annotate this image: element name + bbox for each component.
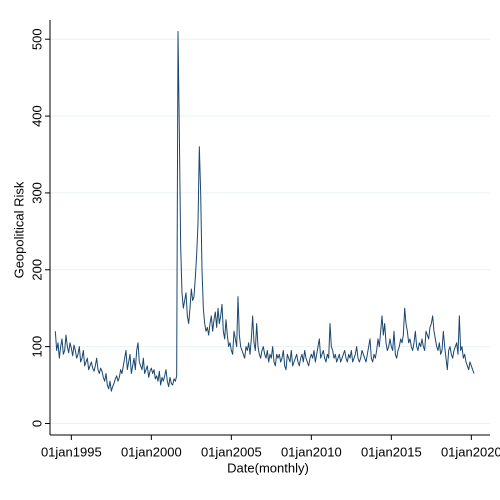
x-tick-label: 01jan2000 [121, 444, 182, 459]
x-tick-label: 01jan2015 [361, 444, 422, 459]
y-tick-label: 200 [29, 259, 44, 281]
y-axis-label: Geopolitical Risk [11, 181, 26, 278]
x-tick-label: 01jan1995 [41, 444, 102, 459]
x-axis-label: Date(monthly) [227, 460, 309, 475]
y-tick-label: 300 [29, 182, 44, 204]
data-line [54, 31, 475, 392]
y-tick-label: 100 [29, 336, 44, 358]
x-tick-label: 01jan2005 [201, 444, 262, 459]
y-tick-label: 0 [29, 420, 44, 427]
x-tick-label: 01jan2010 [281, 444, 342, 459]
x-tick-label: 01jan2020 [441, 444, 500, 459]
y-tick-label: 500 [29, 28, 44, 50]
y-tick-label: 400 [29, 105, 44, 127]
